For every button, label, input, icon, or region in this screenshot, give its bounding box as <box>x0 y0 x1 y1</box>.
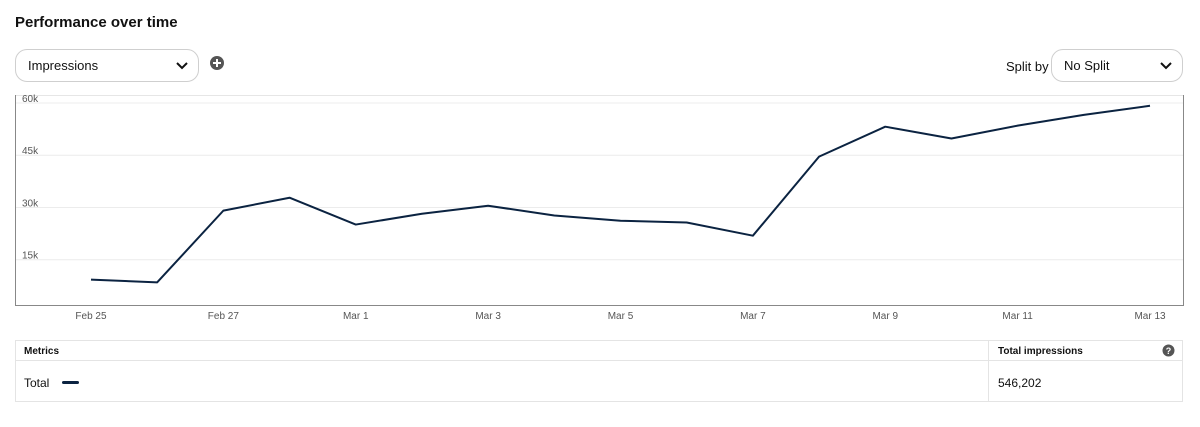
x-tick-label: Mar 3 <box>475 311 501 322</box>
metric-label: Impressions <box>28 58 99 73</box>
plot-axes <box>15 95 1184 306</box>
row-name: Total <box>24 376 50 390</box>
x-tick-label: Feb 25 <box>75 311 107 322</box>
x-tick-label: Mar 1 <box>343 311 369 322</box>
x-tick-label: Mar 7 <box>740 311 766 322</box>
y-tick-label: 60k <box>22 94 39 105</box>
col-divider <box>988 341 989 401</box>
series-line <box>90 104 1151 284</box>
legend-swatch <box>62 381 79 384</box>
x-tick-label: Mar 5 <box>608 311 634 322</box>
x-tick-label: Mar 11 <box>1002 311 1033 322</box>
row-divider <box>16 360 1182 361</box>
total-header: Total impressions <box>998 346 1083 357</box>
y-tick-label: 45k <box>22 146 39 157</box>
title: Performance over time <box>15 14 178 31</box>
metric-dropdown[interactable]: Impressions <box>15 49 199 82</box>
split-value: No Split <box>1064 58 1110 73</box>
add-button[interactable] <box>209 55 225 71</box>
y-tick-label: 30k <box>22 198 39 209</box>
total-value: 546,202 <box>998 376 1042 390</box>
x-tick-label: Mar 13 <box>1134 311 1166 322</box>
metrics-header: Metrics <box>24 346 60 357</box>
split-label: Split by <box>1006 59 1049 74</box>
chevron <box>1160 62 1172 70</box>
x-tick-label: Feb 27 <box>208 311 240 322</box>
split-dropdown[interactable]: No Split <box>1051 49 1183 82</box>
svg-text:?: ? <box>1166 346 1172 356</box>
help-icon[interactable]: ? <box>1162 344 1175 357</box>
metrics-table: Metrics Total impressions ? Total 546,20… <box>15 340 1183 402</box>
y-tick-label: 15k <box>22 251 39 262</box>
x-tick-label: Mar 9 <box>872 311 898 322</box>
chevron <box>176 62 188 70</box>
chart: 15k 30k 45k 60k Feb 25 Feb 27 Mar 1 Mar 3 Mar 5 M… <box>15 94 1184 322</box>
